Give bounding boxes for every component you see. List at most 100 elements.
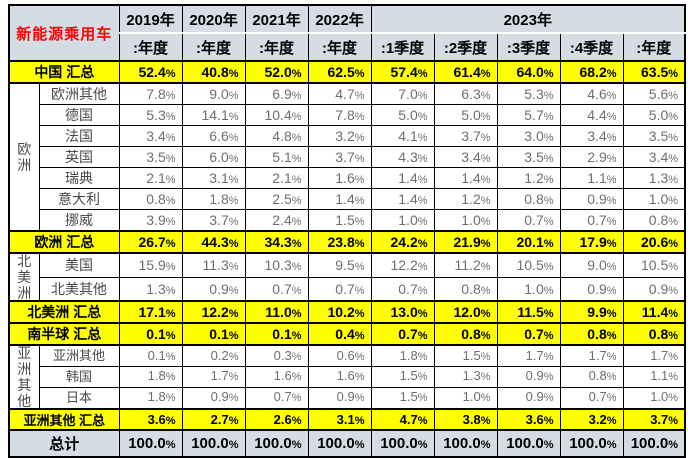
percent-sign: % <box>354 261 365 274</box>
percent-sign: % <box>480 68 491 80</box>
summary-label-cell: 北美洲 汇总 <box>8 300 120 324</box>
value-cell: 0.8% <box>622 209 686 232</box>
percent-sign: % <box>668 111 679 123</box>
region-group-label: 北美洲 <box>17 254 32 300</box>
value-cell: 61.4% <box>433 60 498 84</box>
percent-sign: % <box>606 90 617 102</box>
percent-sign: % <box>417 174 428 186</box>
percent-sign: % <box>480 174 491 186</box>
percent-sign: % <box>480 111 491 123</box>
value-cell: 2.1% <box>118 167 183 189</box>
value-cell: 0.9% <box>181 386 246 410</box>
percent-sign: % <box>480 132 491 144</box>
percent-sign: % <box>668 392 679 405</box>
summary-row: 欧洲 汇总 26.7% 44.3% 34.3% 23.8% 24.2% 21.9% 20.1%… <box>8 230 686 254</box>
value-cell: 10.2% <box>307 300 372 324</box>
summary-label-cell: 南半球 汇总 <box>8 322 120 346</box>
period-header-cell: :4季度 <box>559 32 624 62</box>
percent-sign: % <box>354 308 365 320</box>
percent-sign: % <box>543 350 554 363</box>
percent-sign: % <box>165 153 176 165</box>
percent-sign: % <box>543 371 554 384</box>
percent-sign: % <box>228 371 239 384</box>
percent-sign: % <box>543 284 554 297</box>
value-cell: 0.8% <box>496 188 561 210</box>
value-cell: 7.8% <box>307 104 372 126</box>
value-cell: 3.5% <box>496 146 561 168</box>
value-cell: 7.0% <box>370 82 435 105</box>
value-cell: 2.4% <box>244 209 309 232</box>
value-cell: 3.7% <box>622 408 686 431</box>
value-cell: 0.8% <box>118 188 183 210</box>
percent-sign: % <box>668 68 679 80</box>
value-cell: 1.0% <box>370 209 435 232</box>
percent-sign: % <box>480 439 491 451</box>
table-row: 英国 3.5% 6.0% 5.1% 3.7% 4.3% 3.4% 3.5% 2.9% 3.4% <box>9 146 686 168</box>
percent-sign: % <box>417 392 428 405</box>
percent-sign: % <box>165 261 176 274</box>
value-cell: 9.5% <box>307 252 372 278</box>
percent-sign: % <box>165 439 176 451</box>
value-cell: 0.7% <box>496 209 561 232</box>
percent-sign: % <box>228 216 239 228</box>
percent-sign: % <box>291 261 302 274</box>
value-cell: 9.9% <box>559 300 624 324</box>
value-cell: 0.4% <box>307 322 372 346</box>
percent-sign: % <box>543 392 554 405</box>
percent-sign: % <box>354 153 365 165</box>
percent-sign: % <box>606 350 617 363</box>
value-cell: 2.9% <box>559 146 624 168</box>
value-cell: 1.5% <box>370 386 435 410</box>
year-header-cell: 2021年 <box>244 4 309 34</box>
percent-sign: % <box>165 238 176 250</box>
value-cell: 24.2% <box>370 230 435 254</box>
value-cell: 12.2% <box>370 252 435 278</box>
value-cell: 52.4% <box>118 60 183 84</box>
percent-sign: % <box>417 330 428 342</box>
summary-row: 亚洲其他 汇总 3.6% 2.7% 2.6% 3.1% 4.7% 3.8% 3.6% 3.2% 3… <box>8 408 686 431</box>
summary-label-cell: 中国 汇总 <box>8 60 120 84</box>
percent-sign: % <box>291 308 302 320</box>
row-label-cell: 亚洲其他 <box>38 344 120 368</box>
value-cell: 0.8% <box>433 276 498 302</box>
value-cell: 1.7% <box>559 344 624 368</box>
percent-sign: % <box>165 90 176 102</box>
value-cell: 0.7% <box>559 209 624 232</box>
value-cell: 2.5% <box>244 188 309 210</box>
value-cell: 63.5% <box>622 60 686 84</box>
value-cell: 64.0% <box>496 60 561 84</box>
percent-sign: % <box>417 111 428 123</box>
value-cell: 4.3% <box>370 146 435 168</box>
percent-sign: % <box>354 392 365 405</box>
value-cell: 1.6% <box>244 366 309 388</box>
value-cell: 1.7% <box>622 344 686 368</box>
value-cell: 4.7% <box>370 408 435 431</box>
row-label-cell: 日本 <box>38 386 120 410</box>
percent-sign: % <box>165 392 176 405</box>
value-cell: 34.3% <box>244 230 309 254</box>
value-cell: 0.7% <box>370 322 435 346</box>
percent-sign: % <box>480 153 491 165</box>
percent-sign: % <box>543 111 554 123</box>
region-group-cell: 北美洲 <box>8 252 40 302</box>
value-cell: 3.7% <box>433 125 498 147</box>
value-cell: 7.8% <box>118 82 183 105</box>
percent-sign: % <box>668 132 679 144</box>
percent-sign: % <box>354 132 365 144</box>
value-cell: 0.1% <box>118 344 183 368</box>
table-row: 北美洲美国 15.9% 11.3% 10.3% 9.5% 12.2% 11.2% 10.5% 9… <box>8 252 686 302</box>
percent-sign: % <box>291 330 302 342</box>
percent-sign: % <box>165 308 176 320</box>
row-label-cell: 意大利 <box>38 188 120 210</box>
row-label-cell: 德国 <box>38 104 120 126</box>
value-cell: 3.0% <box>496 125 561 147</box>
percent-sign: % <box>606 284 617 297</box>
value-cell: 5.0% <box>622 104 686 126</box>
percent-sign: % <box>668 350 679 363</box>
percent-sign: % <box>354 415 365 427</box>
row-label-cell: 韩国 <box>38 366 120 388</box>
percent-sign: % <box>228 261 239 274</box>
percent-sign: % <box>668 415 679 427</box>
value-cell: 0.1% <box>181 322 246 346</box>
